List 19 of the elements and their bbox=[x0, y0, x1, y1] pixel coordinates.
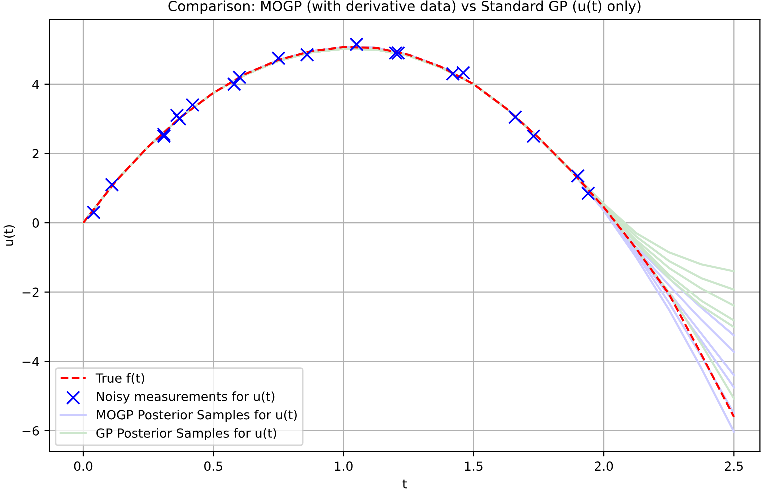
legend-label: GP Posterior Samples for u(t) bbox=[96, 428, 276, 440]
y-tick-label: 2 bbox=[32, 149, 39, 158]
legend-label: MOGP Posterior Samples for u(t) bbox=[97, 410, 297, 422]
x-tick-label: 2.5 bbox=[725, 462, 743, 472]
legend-label: True f(t) bbox=[96, 373, 144, 384]
y-tick-label: 0 bbox=[32, 218, 40, 228]
y-tick-label: −6 bbox=[22, 426, 40, 436]
legend-label: Noisy measurements for u(t) bbox=[97, 392, 275, 404]
x-tick-label: 2.0 bbox=[595, 462, 614, 472]
chart-title: Comparison: MOGP (with derivative data) vs Standard GP (u(t) only) bbox=[168, 0, 641, 14]
y-axis-title: u(t) bbox=[4, 225, 16, 246]
y-tick-label: −4 bbox=[22, 357, 40, 366]
x-tick-label: 0.0 bbox=[74, 462, 93, 472]
x-tick-label: 1.0 bbox=[335, 462, 353, 472]
x-tick-label: 0.5 bbox=[204, 462, 222, 472]
x-axis-title: t bbox=[402, 480, 408, 489]
y-tick-label: −2 bbox=[22, 288, 39, 298]
y-tick-label: 4 bbox=[32, 80, 40, 90]
x-tick-label: 1.5 bbox=[465, 462, 483, 472]
